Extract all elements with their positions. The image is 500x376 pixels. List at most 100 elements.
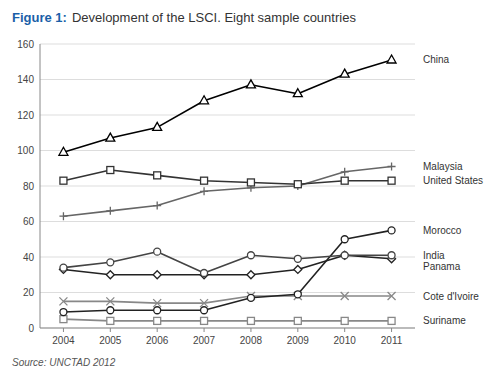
- grid-line: [40, 292, 415, 293]
- marker: [388, 162, 396, 170]
- series-label: China: [423, 54, 450, 65]
- marker: [107, 317, 114, 324]
- marker: [60, 309, 67, 316]
- marker: [154, 248, 161, 255]
- grid-line: [40, 328, 415, 329]
- marker: [60, 316, 67, 323]
- marker: [341, 292, 349, 300]
- series: [59, 55, 396, 155]
- title: Figure 1:: [12, 10, 67, 25]
- marker: [154, 317, 161, 324]
- marker: [200, 96, 209, 104]
- marker: [60, 177, 67, 184]
- grid-line: [40, 44, 415, 45]
- grid-line: [40, 221, 415, 222]
- series: [60, 167, 395, 188]
- marker: [107, 167, 114, 174]
- line: [63, 60, 391, 152]
- marker: [341, 317, 348, 324]
- y-tick-label: 100: [17, 145, 34, 156]
- marker: [246, 80, 255, 88]
- y-tick-label: 0: [28, 323, 34, 334]
- series: [60, 248, 395, 276]
- grid-line: [40, 186, 415, 187]
- series-label: India: [423, 250, 445, 261]
- series-label: Morocco: [423, 225, 462, 236]
- marker: [294, 265, 302, 273]
- x-tick-label: 2004: [52, 335, 75, 346]
- series: [59, 162, 395, 220]
- line: [63, 166, 391, 216]
- marker: [154, 172, 161, 179]
- series: [60, 227, 395, 316]
- marker: [153, 271, 161, 279]
- grid-line: [40, 115, 415, 116]
- series-label: Cote d'Ivoire: [423, 291, 479, 302]
- x-tick-label: 2007: [193, 335, 216, 346]
- x-tick-label: 2008: [240, 335, 263, 346]
- subtitle: Development of the LSCI. Eight sample co…: [72, 10, 356, 25]
- y-tick-label: 120: [17, 110, 34, 121]
- marker: [59, 297, 67, 305]
- y-axis: [40, 44, 41, 328]
- line: [63, 252, 391, 273]
- x-tick-label: 2005: [99, 335, 122, 346]
- series-label: Suriname: [423, 315, 466, 326]
- x-tick: [204, 328, 205, 332]
- marker: [294, 317, 301, 324]
- marker: [341, 177, 348, 184]
- marker: [153, 299, 161, 307]
- series-label: United States: [423, 175, 483, 186]
- marker: [388, 252, 395, 259]
- x-axis: [40, 328, 415, 329]
- x-tick-label: 2009: [287, 335, 310, 346]
- y-tick-label: 140: [17, 74, 34, 85]
- grid-line: [40, 150, 415, 151]
- y-tick-label: 160: [17, 39, 34, 50]
- y-tick-label: 20: [23, 287, 35, 298]
- marker: [106, 133, 115, 141]
- marker: [59, 212, 67, 220]
- marker: [388, 177, 395, 184]
- marker: [200, 187, 208, 195]
- marker: [201, 177, 208, 184]
- marker: [341, 168, 349, 176]
- marker: [247, 294, 254, 301]
- marker: [153, 122, 162, 130]
- marker: [106, 271, 114, 279]
- marker: [107, 259, 114, 266]
- marker: [154, 307, 161, 314]
- chart: Figure 1: Development of the LSCI. Eight …: [0, 0, 500, 376]
- marker: [247, 252, 254, 259]
- x-tick: [297, 328, 298, 332]
- marker: [247, 317, 254, 324]
- marker: [106, 207, 114, 215]
- series-label: Panama: [423, 261, 461, 272]
- x-tick: [63, 328, 64, 332]
- marker: [201, 269, 208, 276]
- x-tick: [250, 328, 251, 332]
- marker: [341, 252, 348, 259]
- x-tick-label: 2006: [146, 335, 169, 346]
- x-tick: [391, 328, 392, 332]
- series: [59, 292, 395, 307]
- series: [59, 251, 395, 279]
- marker: [341, 236, 348, 243]
- marker: [340, 69, 349, 77]
- marker: [294, 291, 301, 298]
- series: [60, 316, 395, 325]
- marker: [200, 299, 208, 307]
- marker: [294, 255, 301, 262]
- grid-line: [40, 79, 415, 80]
- source: Source: UNCTAD 2012: [12, 357, 116, 368]
- marker: [388, 317, 395, 324]
- marker: [294, 181, 301, 188]
- x-tick: [157, 328, 158, 332]
- grid: [40, 44, 415, 328]
- line: [63, 230, 391, 312]
- marker: [247, 271, 255, 279]
- marker: [106, 297, 114, 305]
- marker: [293, 89, 302, 97]
- marker: [247, 179, 254, 186]
- marker: [59, 147, 68, 155]
